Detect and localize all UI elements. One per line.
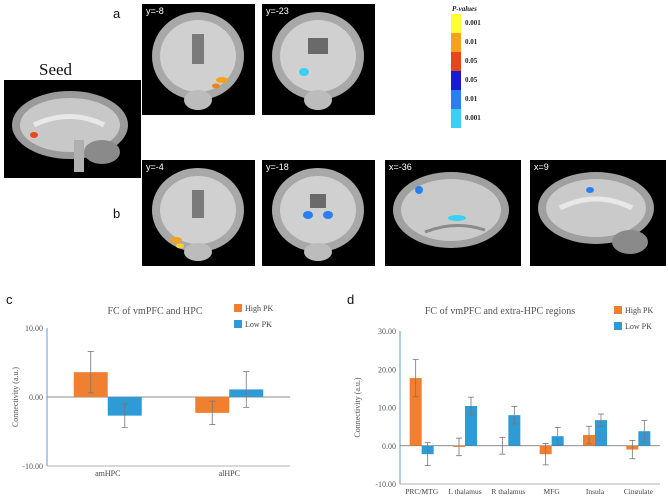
chart-d: FC of vmPFC and extra-HPC regions Connect… — [353, 306, 660, 494]
sagittal-brain-icon — [393, 172, 509, 248]
category-label: Cingulate — [624, 487, 654, 494]
legend-swatch — [614, 322, 622, 330]
colorbar-title: P-values — [452, 5, 477, 13]
cluster-yellow — [176, 243, 184, 249]
colorbar-tick-label: 0.05 — [465, 76, 478, 84]
slice-coordinate: y=-18 — [266, 162, 289, 172]
cluster-blue — [415, 186, 423, 194]
slice-coordinate: x=9 — [534, 162, 549, 172]
bar — [508, 415, 521, 446]
y-tick-label: 10.00 — [25, 324, 43, 333]
bar — [409, 378, 422, 446]
cluster-orange — [170, 237, 182, 243]
chart-title: FC of vmPFC and extra-HPC regions — [425, 306, 575, 317]
legend-label: Low PK — [625, 322, 652, 331]
colorbar: 0.001 0.01 0.05 0.05 0.01 0.001 — [451, 14, 491, 132]
y-tick-label: 30.00 — [378, 327, 396, 336]
slice-coordinate: y=-23 — [266, 6, 289, 16]
slice-coordinate: y=-4 — [146, 162, 164, 172]
coronal-brain-icon — [272, 168, 364, 261]
category-label: L thalamus — [448, 487, 481, 494]
panel-b-slice-4: x=9 — [530, 160, 666, 266]
panel-c-label: c — [6, 292, 13, 307]
category-label: R thalamus — [491, 487, 525, 494]
coronal-brain-icon — [152, 168, 244, 261]
panel-a-slice-1: y=-8 — [142, 4, 255, 115]
legend-label: High PK — [245, 304, 273, 313]
y-tick-label: -10.00 — [22, 462, 43, 471]
slice-coordinate: y=-8 — [146, 6, 164, 16]
category-label: amHPC — [95, 469, 120, 478]
colorbar-swatch — [451, 52, 461, 71]
coronal-brain-icon — [152, 12, 244, 110]
colorbar-tick-label: 0.001 — [465, 19, 481, 27]
colorbar-tick-label: 0.05 — [465, 57, 478, 65]
panel-d-label: d — [347, 292, 355, 307]
colorbar-tick-label: 0.001 — [465, 114, 481, 122]
sagittal-brain-icon — [538, 172, 654, 254]
cluster-orange — [216, 77, 228, 83]
panel-a-label: a — [113, 6, 121, 21]
coronal-brain-icon — [272, 12, 364, 110]
y-tick-label: -10.00 — [375, 480, 396, 489]
y-tick-label: 20.00 — [378, 365, 396, 374]
y-tick-label: 10.00 — [378, 404, 396, 413]
cluster-blue — [323, 211, 333, 219]
chart-title: FC of vmPFC and HPC — [107, 306, 202, 317]
y-tick-label: 0.00 — [29, 393, 43, 402]
seed-label: Seed — [39, 60, 73, 79]
seed-roi-marker — [30, 132, 38, 138]
colorbar-swatch — [451, 71, 461, 90]
category-label: Insula — [586, 487, 605, 494]
legend-label: Low PK — [245, 320, 272, 329]
slice-coordinate: x=-36 — [389, 162, 412, 172]
colorbar-swatch — [451, 109, 461, 128]
cluster-blue — [448, 215, 466, 221]
cluster-orange — [212, 83, 220, 89]
y-axis-label: Connectivity (a.u.) — [11, 367, 20, 428]
cluster-blue — [303, 211, 313, 219]
y-axis-label: Connectivity (a.u.) — [353, 377, 362, 438]
seed-brain-sagittal — [4, 80, 141, 178]
cluster-blue — [299, 68, 309, 76]
cluster-blue — [586, 187, 594, 193]
colorbar-tick-label: 0.01 — [465, 38, 478, 46]
colorbar-swatch — [451, 90, 461, 109]
panel-a-slice-2: y=-23 — [262, 4, 375, 115]
chart-c: FC of vmPFC and HPC Connectivity (a.u.) 10… — [11, 304, 290, 478]
panel-b-slice-1: y=-4 — [142, 160, 255, 266]
category-label: PRC/MTG — [405, 487, 439, 494]
colorbar-swatch — [451, 14, 461, 33]
panel-b-slice-2: y=-18 — [262, 160, 375, 266]
category-label: MFG — [544, 487, 561, 494]
panel-b-label: b — [113, 206, 121, 221]
legend-swatch — [234, 304, 242, 312]
sagittal-brain-icon — [12, 91, 128, 172]
legend-label: High PK — [625, 306, 653, 315]
colorbar-tick-label: 0.01 — [465, 95, 478, 103]
legend-swatch — [234, 320, 242, 328]
category-label: alHPC — [219, 469, 240, 478]
legend-swatch — [614, 306, 622, 314]
colorbar-swatch — [451, 33, 461, 52]
panel-b-slice-3: x=-36 — [385, 160, 521, 266]
bar — [465, 405, 477, 446]
y-tick-label: 0.00 — [382, 442, 396, 451]
